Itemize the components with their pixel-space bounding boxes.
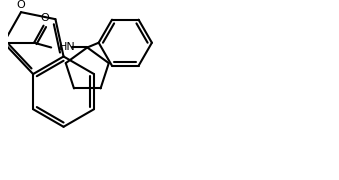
Text: O: O (17, 0, 25, 10)
Text: O: O (40, 13, 49, 23)
Text: HN: HN (59, 42, 76, 53)
